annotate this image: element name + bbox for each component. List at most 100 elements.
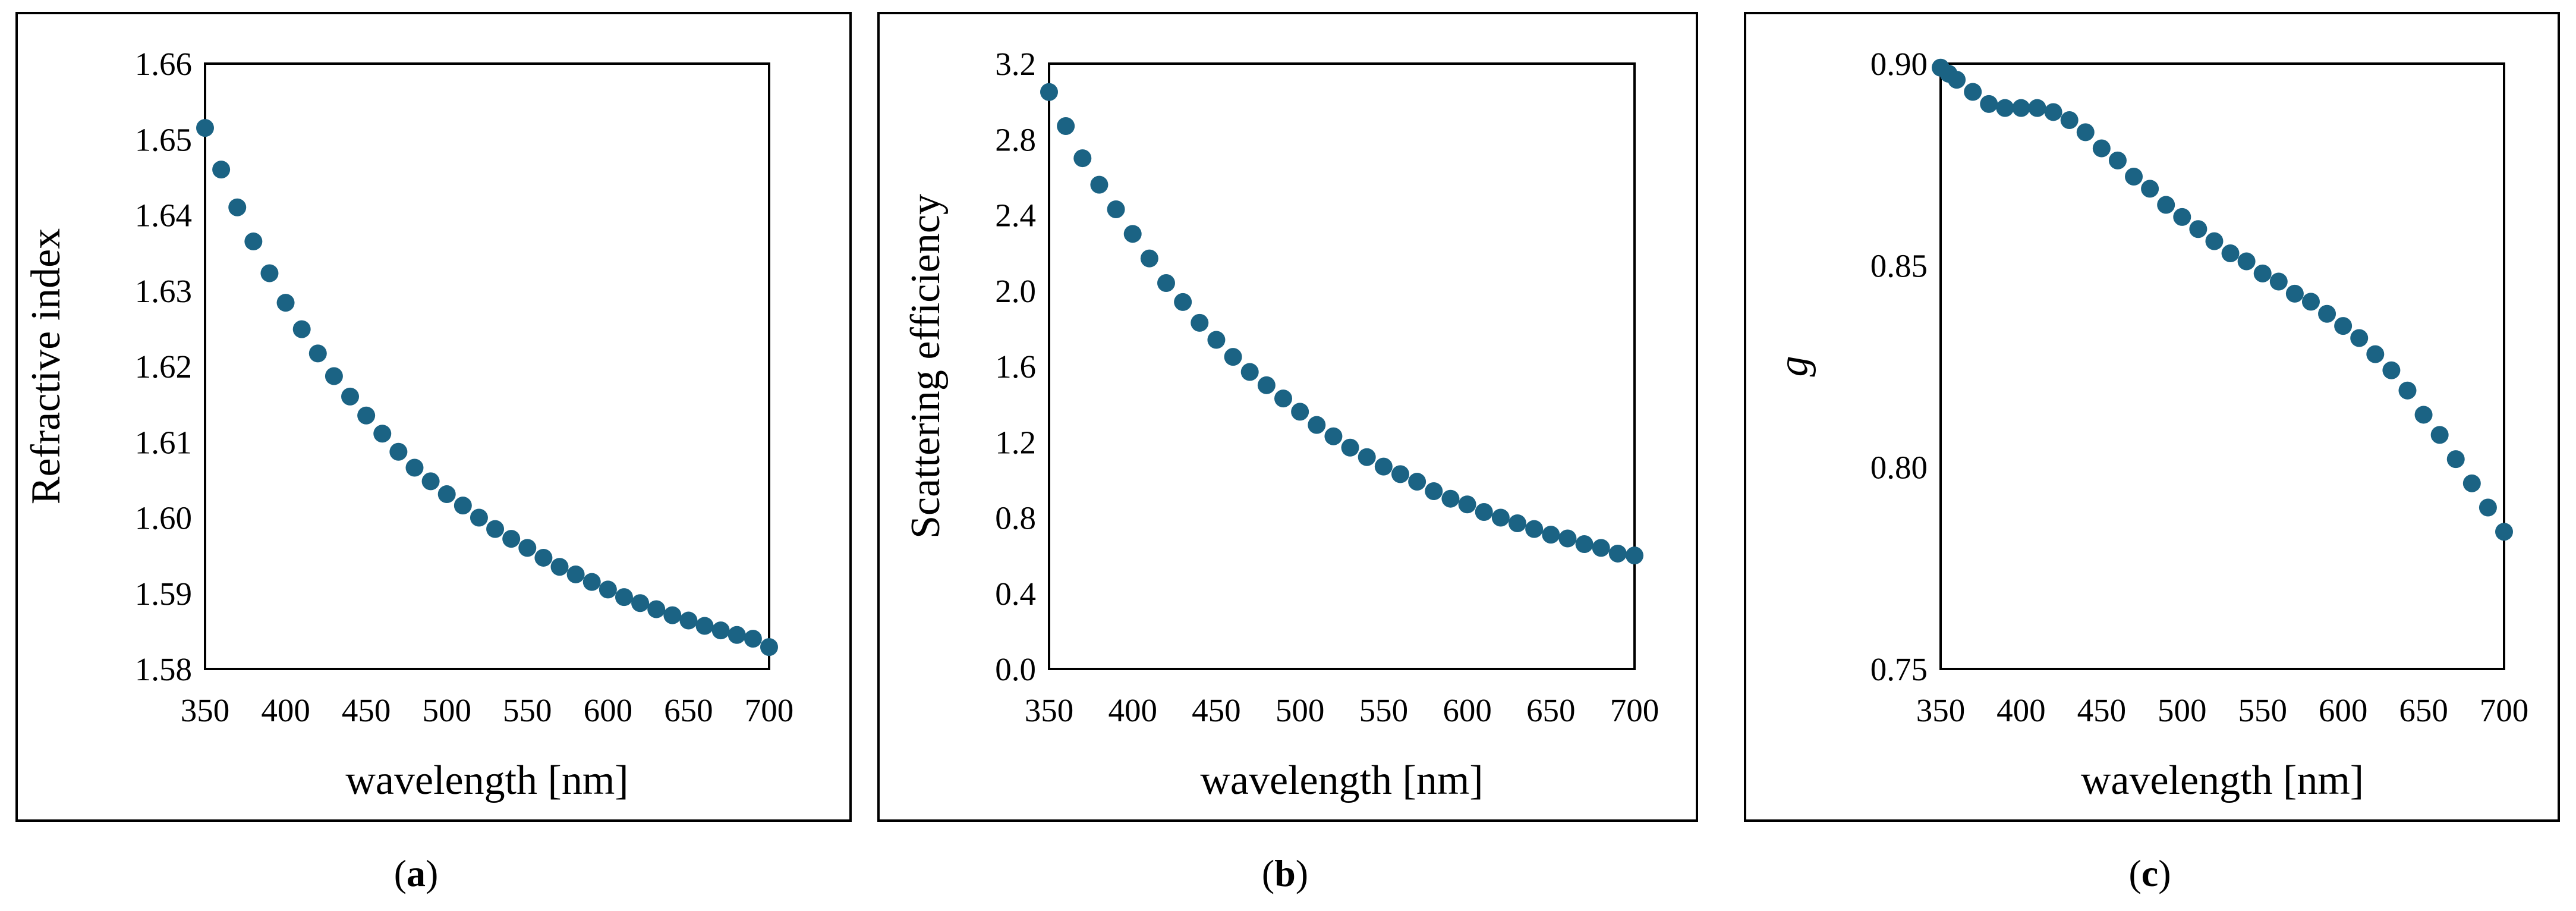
data-point <box>695 617 714 635</box>
data-point <box>2012 99 2030 117</box>
y-tick-label: 0.0 <box>995 651 1036 687</box>
data-point <box>2382 361 2401 379</box>
data-point <box>1257 376 1276 394</box>
x-tick-label: 600 <box>1443 692 1492 728</box>
data-point <box>2173 208 2191 226</box>
data-point <box>486 520 505 538</box>
caption-open-paren: ( <box>1262 852 1274 894</box>
caption-letter: b <box>1274 852 1296 894</box>
x-tick-label: 650 <box>664 692 713 728</box>
x-tick-label: 400 <box>261 692 310 728</box>
data-point <box>1592 539 1610 557</box>
chart-panel-b: 350 400 450 500 550 600 650 700 0.0 0.4 0.8 1.2 1.6 2… <box>877 12 1698 894</box>
y-tick-label: 1.58 <box>135 651 192 687</box>
caption-open-paren: ( <box>2128 852 2141 894</box>
data-point <box>518 539 537 557</box>
x-axis-title: wavelength [nm] <box>1200 758 1483 803</box>
data-point <box>631 594 650 612</box>
x-tick-label: 500 <box>2158 692 2207 728</box>
x-tick-label: 400 <box>1996 692 2046 728</box>
data-point <box>1374 457 1393 476</box>
plot-area <box>204 62 770 670</box>
data-point <box>2398 381 2417 400</box>
data-point <box>615 588 633 607</box>
data-point <box>1090 175 1109 194</box>
data-point <box>2092 139 2111 158</box>
data-point <box>2269 272 2288 291</box>
data-point <box>1980 95 1998 113</box>
data-point <box>389 442 408 461</box>
y-tick-label: 2.4 <box>995 197 1036 234</box>
data-point <box>1964 83 1982 101</box>
data-point <box>1608 544 1627 563</box>
data-point <box>2221 244 2240 262</box>
plot-area <box>1939 62 2505 670</box>
data-point <box>2414 406 2433 424</box>
data-point <box>196 119 214 137</box>
data-point <box>1542 526 1560 544</box>
data-point <box>260 264 279 282</box>
data-point <box>728 626 746 644</box>
data-point <box>2301 293 2320 311</box>
data-point <box>2285 284 2304 303</box>
y-axis-title: Scattering efficiency <box>903 194 949 539</box>
y-tick-label: 1.59 <box>135 576 192 612</box>
data-point <box>1575 535 1594 554</box>
data-point <box>1341 438 1359 457</box>
data-point <box>599 580 617 599</box>
data-point <box>1626 546 1643 565</box>
x-tick-label: 550 <box>503 692 552 728</box>
x-tick-label: 350 <box>1916 692 1966 728</box>
data-point <box>1525 520 1544 538</box>
x-tick-label: 700 <box>1610 692 1659 728</box>
x-tick-label: 450 <box>342 692 391 728</box>
data-point <box>1391 465 1409 483</box>
x-tick-label: 650 <box>1526 692 1576 728</box>
caption-letter: c <box>2142 852 2158 894</box>
data-point <box>470 508 488 527</box>
data-point <box>325 367 343 385</box>
panel-caption: (b) <box>1262 852 1308 894</box>
y-tick-label: 1.64 <box>135 197 192 234</box>
data-point <box>1558 529 1577 548</box>
data-point <box>1040 83 1058 101</box>
data-point <box>1509 514 1526 533</box>
data-point <box>2237 252 2256 271</box>
y-tick-label: 1.65 <box>135 121 192 158</box>
data-point <box>1140 249 1158 268</box>
data-point <box>2141 180 2159 198</box>
x-tick-label: 650 <box>2399 692 2448 728</box>
data-point <box>2044 103 2062 121</box>
data-point <box>2253 264 2272 282</box>
y-tick-label: 3.2 <box>995 46 1036 82</box>
y-tick-label: 0.90 <box>1870 46 1928 82</box>
data-point <box>308 344 327 363</box>
data-point <box>2157 196 2175 214</box>
data-point <box>2479 498 2497 517</box>
data-point <box>1948 71 1966 89</box>
x-tick-label: 450 <box>1192 692 1241 728</box>
data-point <box>1425 482 1443 500</box>
y-tick-label: 0.4 <box>995 576 1036 612</box>
data-point <box>534 548 553 567</box>
y-tick-label: 1.6 <box>995 348 1036 385</box>
x-axis-title: wavelength [nm] <box>2081 758 2364 803</box>
data-point <box>1057 117 1075 135</box>
data-point <box>663 606 682 624</box>
data-point <box>1408 473 1426 491</box>
data-point <box>711 621 730 640</box>
x-tick-label: 700 <box>2480 692 2529 728</box>
panel-caption: (a) <box>394 852 439 894</box>
data-point <box>1358 448 1376 466</box>
data-point <box>2189 220 2207 238</box>
data-point <box>357 406 376 425</box>
data-point <box>1324 427 1343 445</box>
data-point <box>760 638 778 656</box>
x-tick-label: 550 <box>1359 692 1409 728</box>
data-point <box>2350 329 2369 347</box>
data-point <box>2318 304 2336 323</box>
data-point <box>679 611 698 630</box>
data-point <box>1996 99 2014 117</box>
data-point <box>212 161 231 179</box>
caption-letter: a <box>407 852 426 894</box>
